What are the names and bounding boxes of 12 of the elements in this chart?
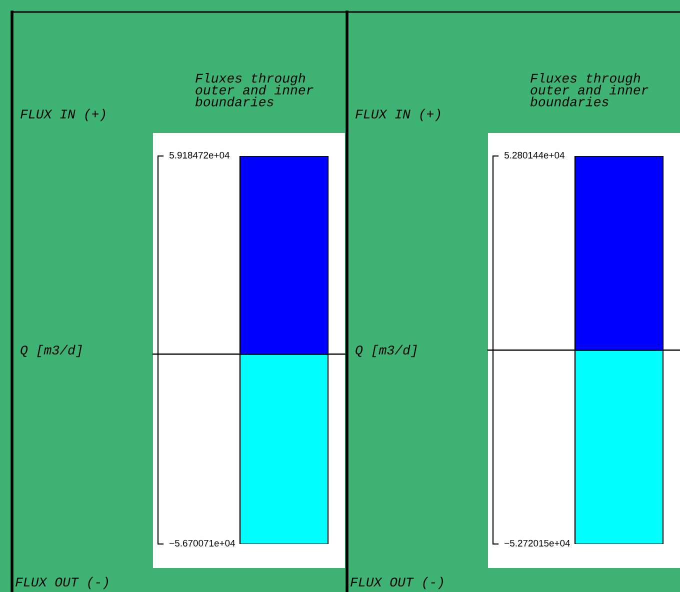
y-tick-label: −5.272015e+04 (504, 540, 570, 547)
chart-title: Fluxes through outer and inner boundaries (530, 73, 648, 106)
y-axis-title: Q [m3/d] (356, 344, 417, 358)
y-tick-label: 5.280144e+04 (504, 152, 564, 159)
y-tick-label: 5.918472e+04 (169, 152, 230, 159)
y-tick-label: −5.670071e+04 (170, 540, 236, 547)
text: FLUX OUT (-) (16, 576, 108, 590)
text: FLUX IN (+) (356, 108, 440, 122)
chart-title: Fluxes through outer and inner boundaries (195, 73, 314, 106)
y-axis-title: Q [m3/d] (20, 344, 82, 358)
text: FLUX IN (+) (20, 108, 106, 122)
text: FLUX OUT (-) (350, 576, 443, 590)
